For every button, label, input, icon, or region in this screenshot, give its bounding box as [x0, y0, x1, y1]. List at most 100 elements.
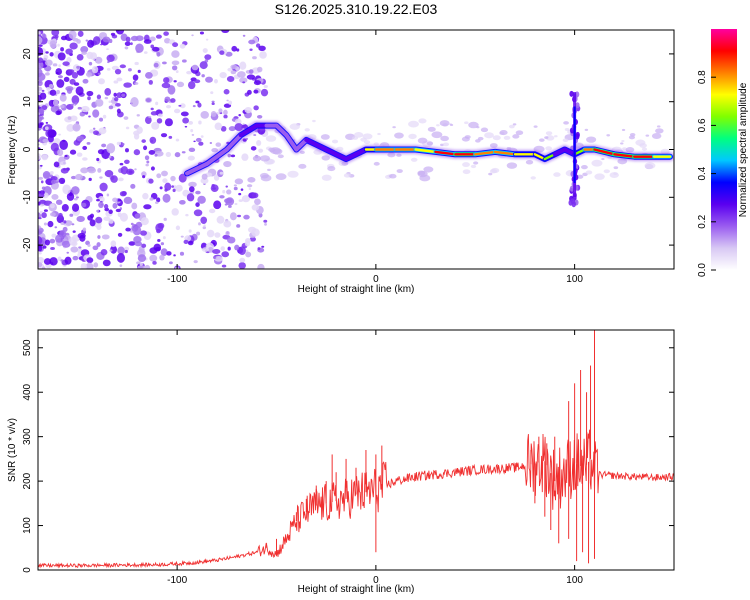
noise-blob: [176, 81, 185, 88]
noise-blob: [655, 128, 664, 134]
noise-blob: [49, 40, 57, 49]
noise-blob: [249, 48, 253, 51]
noise-blob: [182, 59, 187, 63]
noise-blob: [299, 150, 305, 154]
noise-blob: [43, 258, 52, 265]
noise-blob: [58, 133, 62, 136]
noise-blob: [243, 214, 250, 220]
noise-blob: [210, 111, 217, 117]
noise-blob: [484, 132, 494, 139]
x-tick-label: 100: [566, 274, 583, 285]
noise-blob: [130, 42, 133, 46]
noise-blob: [110, 32, 116, 36]
noise-blob: [119, 212, 128, 222]
noise-blob: [48, 84, 54, 88]
noise-blob: [223, 89, 230, 95]
noise-blob: [211, 147, 219, 153]
noise-blob: [38, 46, 44, 56]
noise-blob: [173, 108, 181, 114]
noise-blob: [256, 114, 263, 119]
noise-blob: [75, 86, 84, 96]
noise-blob: [509, 124, 515, 129]
noise-blob: [136, 126, 143, 134]
noise-blob: [72, 104, 76, 106]
noise-blob: [639, 143, 647, 148]
noise-blob: [96, 94, 102, 100]
ridge-highlight: [414, 148, 437, 154]
noise-blob: [179, 43, 186, 49]
noise-blob: [45, 121, 49, 124]
noise-blob: [491, 167, 500, 174]
noise-blob: [76, 215, 85, 223]
noise-blob: [244, 106, 252, 114]
noise-blob: [622, 147, 627, 151]
noise-blob: [193, 209, 203, 217]
noise-blob: [223, 114, 228, 119]
noise-blob: [45, 59, 53, 66]
noise-blob: [150, 107, 154, 111]
noise-blob: [130, 222, 134, 226]
noise-blob: [257, 247, 261, 251]
noise-blob: [64, 256, 72, 265]
noise-blob: [621, 128, 626, 131]
spectrogram-x-label: Height of straight line (km): [298, 284, 415, 295]
noise-blob: [43, 209, 48, 212]
noise-blob: [88, 177, 92, 182]
noise-blob: [202, 226, 206, 230]
noise-blob: [42, 33, 47, 39]
noise-blob: [247, 89, 252, 95]
noise-blob: [62, 184, 71, 195]
noise-blob: [220, 125, 227, 132]
noise-blob: [112, 97, 115, 100]
noise-blob: [191, 64, 199, 71]
noise-blob: [252, 56, 257, 60]
noise-blob: [161, 82, 171, 89]
noise-blob: [75, 196, 79, 199]
noise-blob: [73, 197, 78, 201]
noise-blob: [50, 246, 55, 250]
noise-blob: [134, 213, 141, 219]
noise-blob: [321, 155, 330, 161]
noise-blob: [144, 264, 151, 269]
noise-blob: [124, 246, 130, 252]
noise-blob: [320, 134, 330, 140]
noise-blob: [49, 170, 54, 175]
noise-blob: [476, 126, 480, 129]
noise-blob: [171, 50, 180, 58]
noise-blob: [417, 170, 426, 176]
noise-blob: [96, 157, 100, 162]
ridge-segment: [204, 147, 229, 166]
noise-blob: [154, 153, 158, 157]
noise-blob: [219, 195, 225, 199]
noise-blob: [108, 218, 114, 224]
noise-blob: [124, 148, 129, 153]
noise-blob: [96, 242, 101, 247]
noise-blob: [38, 62, 44, 70]
noise-blob: [116, 253, 126, 263]
noise-blob: [137, 69, 141, 73]
noise-blob: [100, 43, 103, 46]
noise-blob: [38, 80, 43, 87]
noise-blob: [116, 30, 125, 35]
noise-blob: [621, 139, 625, 142]
noise-blob: [223, 103, 232, 108]
noise-blob: [228, 205, 232, 208]
noise-blob: [76, 65, 80, 69]
noise-blob: [439, 120, 450, 127]
noise-blob: [462, 169, 471, 175]
noise-blob: [148, 79, 153, 85]
noise-blob: [60, 47, 65, 52]
noise-blob: [57, 43, 60, 47]
noise-blob: [591, 159, 603, 167]
noise-blob: [148, 150, 156, 155]
noise-blob: [38, 176, 43, 180]
noise-blob: [265, 135, 277, 142]
noise-blob: [248, 187, 252, 191]
noise-blob: [168, 135, 173, 139]
noise-blob: [131, 202, 138, 210]
noise-blob: [188, 147, 196, 152]
noise-blob: [178, 104, 182, 107]
noise-blob: [206, 229, 215, 238]
noise-blob: [236, 71, 246, 78]
noise-blob: [109, 249, 113, 252]
